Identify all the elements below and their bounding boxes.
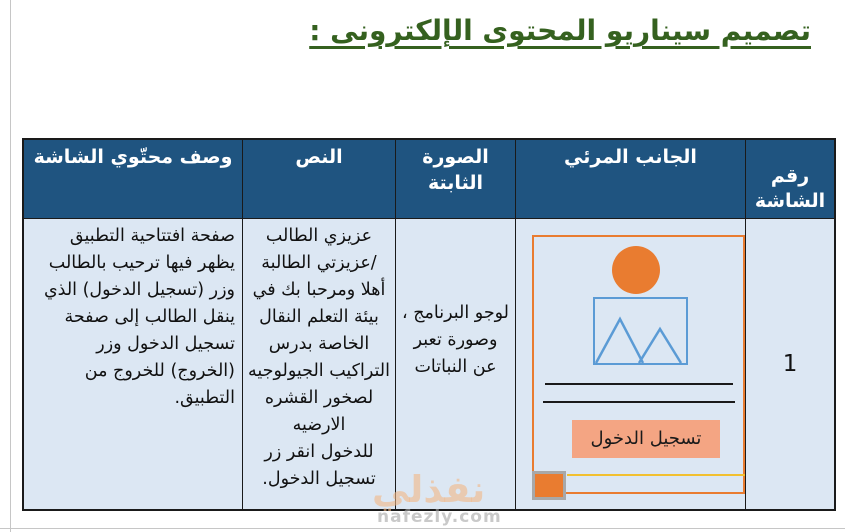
page-bottom-edge <box>0 528 845 529</box>
static-image-line: وصورة تعبر <box>413 329 498 350</box>
screen-number-value: 1 <box>782 350 798 377</box>
text-line: الخاصة بدرس <box>268 334 370 354</box>
page-left-edge <box>10 0 11 532</box>
text-line: لصخور القشره <box>264 388 374 408</box>
cell-text: عزيزي الطالب /عزيزتي الطالبة أهلا ومرحبا… <box>243 219 395 509</box>
scenario-table: رقم الشاشة 1 الجانب المرئي تسجيل الدخول <box>22 138 836 511</box>
app-screen-mockup: تسجيل الدخول <box>532 235 745 500</box>
text-line: /عزيزتي الطالبة <box>261 253 377 273</box>
description-line: يظهر فيها ترحيب بالطالب <box>48 253 235 273</box>
column-visual-side: الجانب المرئي تسجيل الدخول <box>515 140 745 509</box>
gold-divider-line <box>567 474 745 476</box>
logo-circle-icon <box>612 246 660 294</box>
description-line: التطبيق. <box>174 388 235 408</box>
text-line: عزيزي الطالب <box>265 226 373 246</box>
text-placeholder-line-1 <box>545 383 733 385</box>
column-header-description: وصف محتّوي الشاشة <box>24 140 242 219</box>
description-line: (الخروج) للخروج من <box>84 361 235 381</box>
cell-screen-number: 1 <box>746 219 834 509</box>
column-header-screen-number: رقم الشاشة <box>746 140 834 219</box>
description-line: ينقل الطالب إلى صفحة <box>64 307 235 327</box>
image-placeholder <box>593 297 688 365</box>
text-line: أهلا ومرحبا بك في <box>252 280 386 300</box>
column-screen-number: رقم الشاشة 1 <box>745 140 834 509</box>
text-line: تسجيل الدخول. <box>262 469 376 489</box>
text-placeholder-line-2 <box>543 401 735 403</box>
static-image-line: عن النباتات <box>414 356 497 377</box>
orange-square-icon <box>532 471 566 500</box>
cell-static-image: لوجو البرنامج ، وصورة تعبر عن النباتات <box>396 219 515 509</box>
cell-visual-side: تسجيل الدخول <box>516 219 745 509</box>
static-image-line: لوجو البرنامج ، <box>402 302 510 323</box>
text-line: التراكيب الجيولوجيه <box>247 361 391 381</box>
description-line: تسجيل الدخول وزر <box>96 334 235 354</box>
column-header-visual-side: الجانب المرئي <box>516 140 745 219</box>
text-line: بيئة التعلم النقال <box>259 307 379 327</box>
column-description: وصف محتّوي الشاشة صفحة افتتاحية التطبيق … <box>24 140 242 509</box>
column-header-static-image: الصورة الثابتة <box>396 140 515 219</box>
mountains-icon <box>594 316 683 364</box>
column-header-text: النص <box>243 140 395 219</box>
description-line: صفحة افتتاحية التطبيق <box>69 226 235 246</box>
column-text: النص عزيزي الطالب /عزيزتي الطالبة أهلا و… <box>242 140 395 509</box>
page-title: تصميم سيناريو المحتوى الإلكترونى : <box>309 14 811 47</box>
text-line: للدخول انقر زر <box>264 442 374 462</box>
text-line: الارضيه <box>292 415 346 435</box>
login-button[interactable]: تسجيل الدخول <box>572 420 720 458</box>
description-line: وزر (تسجيل الدخول) الذي <box>43 280 235 300</box>
cell-description: صفحة افتتاحية التطبيق يظهر فيها ترحيب با… <box>24 219 242 509</box>
column-static-image: الصورة الثابتة لوجو البرنامج ، وصورة تعب… <box>395 140 515 509</box>
